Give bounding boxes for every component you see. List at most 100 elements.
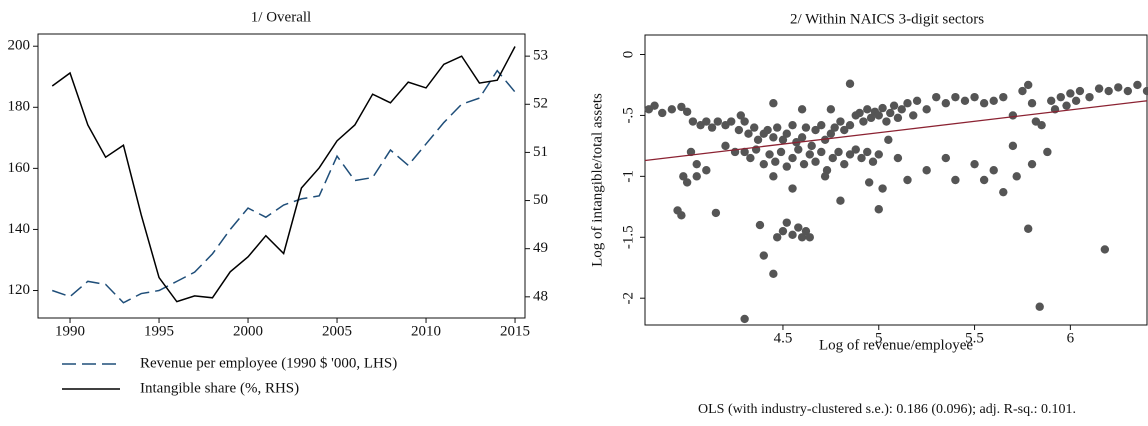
scatter-point xyxy=(688,117,698,126)
y2-tick-label: 50 xyxy=(533,192,548,208)
scatter-point xyxy=(1062,101,1071,110)
scatter-point xyxy=(912,96,922,105)
scatter-point xyxy=(727,117,736,126)
legend-label: Revenue per employee (1990 $ '000, LHS) xyxy=(140,355,397,371)
scatter-point xyxy=(746,153,755,163)
scatter-point xyxy=(1066,89,1075,98)
scatter-point xyxy=(811,157,820,166)
scatter-point xyxy=(882,117,891,126)
scatter-point xyxy=(1056,92,1065,102)
scatter-point xyxy=(801,226,811,236)
scatter-point xyxy=(878,184,887,193)
scatter-point xyxy=(817,147,826,157)
scatter-point xyxy=(734,125,744,135)
fit-line xyxy=(644,100,1148,162)
scatter-point xyxy=(682,178,692,187)
scatter-point xyxy=(771,157,780,166)
x-tick-label: 1990 xyxy=(55,323,85,339)
y-tick-label: 0 xyxy=(620,51,636,59)
scatter-point xyxy=(788,120,797,130)
scatter-point xyxy=(667,105,677,114)
scatter-point xyxy=(903,99,912,108)
scatter-point xyxy=(1123,86,1133,96)
scatter-point xyxy=(1012,172,1021,181)
series-line xyxy=(51,69,516,304)
x-tick-label: 2010 xyxy=(411,323,441,339)
plot-frame xyxy=(644,34,1148,326)
scatter-point xyxy=(836,117,845,126)
scatter-point xyxy=(1024,224,1033,233)
plot-frame xyxy=(37,33,526,319)
scatter-point xyxy=(845,79,855,88)
y-tick-label: -1 xyxy=(620,170,636,183)
scatter-point xyxy=(1071,96,1081,105)
scatter-point xyxy=(713,117,723,126)
scatter-point xyxy=(960,96,970,105)
scatter-point xyxy=(951,175,960,185)
scatter-point xyxy=(740,314,749,324)
scatter-point xyxy=(797,133,807,142)
scatter-point xyxy=(740,117,749,126)
scatter-point xyxy=(863,105,872,114)
scatter-point xyxy=(765,150,774,159)
scatter-point xyxy=(769,99,778,108)
scatter-point xyxy=(1018,86,1027,96)
scatter-point xyxy=(788,153,797,163)
scatter-point xyxy=(721,141,730,151)
scatter-point xyxy=(677,102,686,112)
scatter-point xyxy=(702,117,711,126)
scatter-point xyxy=(759,251,768,260)
x-tick-label: 6 xyxy=(1067,330,1075,346)
scatter-point xyxy=(874,111,883,120)
scatter-point xyxy=(889,101,899,110)
scatter-point xyxy=(782,218,791,227)
scatter-point xyxy=(707,123,717,132)
scatter-point xyxy=(1100,245,1110,254)
scatter-point xyxy=(903,175,912,185)
scatter-point xyxy=(658,108,667,118)
y-tick-label: -.5 xyxy=(620,107,636,123)
scatter-point xyxy=(736,111,746,120)
y-tick-label: 140 xyxy=(8,221,31,237)
y2-tick-label: 48 xyxy=(533,288,548,304)
scatter-point xyxy=(801,123,811,132)
scatter-point xyxy=(679,172,688,181)
scatter-point xyxy=(886,108,895,118)
scatter-point xyxy=(782,162,791,171)
scatter-point xyxy=(826,129,836,138)
scatter-point xyxy=(807,141,816,151)
scatter-point xyxy=(799,159,809,169)
scatter-point xyxy=(1027,159,1037,169)
scatter-point xyxy=(909,111,918,120)
scatter-point xyxy=(1008,141,1018,151)
scatter-point xyxy=(1075,86,1085,96)
scatter-point xyxy=(1027,99,1037,108)
scatter-point xyxy=(893,113,903,123)
scatter-point xyxy=(677,211,686,220)
scatter-point xyxy=(941,153,951,163)
scatter-point xyxy=(845,120,855,130)
scatter-point xyxy=(893,153,903,163)
scatter-point xyxy=(759,159,768,169)
scatter-point xyxy=(794,223,803,232)
y2-tick-label: 52 xyxy=(533,96,548,112)
x-tick-label: 2000 xyxy=(233,323,263,339)
series-line xyxy=(51,46,516,303)
scatter-point xyxy=(1133,80,1142,90)
scatter-point xyxy=(840,159,849,169)
scatter-point xyxy=(932,92,941,102)
scatter-point xyxy=(826,105,836,114)
scatter-point xyxy=(989,166,998,175)
scatter-point xyxy=(797,233,807,242)
scatter-point xyxy=(702,166,711,175)
scatter-point xyxy=(1008,111,1018,120)
scatter-point xyxy=(778,135,788,144)
scatter-point xyxy=(686,147,696,157)
x-tick-label: 2015 xyxy=(500,323,530,339)
scatter-point xyxy=(828,153,837,163)
y2-tick-label: 53 xyxy=(533,48,548,64)
scatter-point xyxy=(805,150,814,159)
scatter-point xyxy=(811,125,820,135)
scatter-point xyxy=(830,123,839,132)
